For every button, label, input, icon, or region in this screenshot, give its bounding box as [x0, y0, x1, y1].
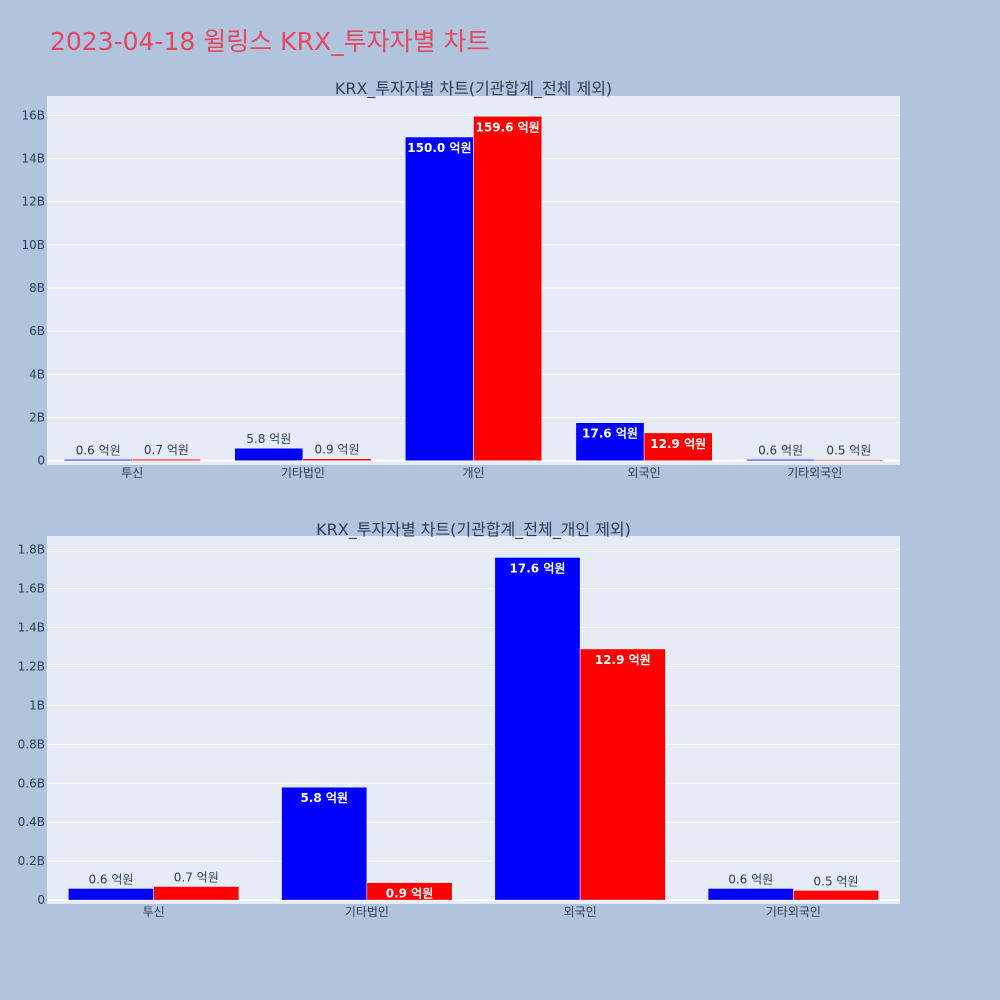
y-tick-label: 14B [21, 152, 45, 166]
bar [643, 432, 713, 461]
bar [707, 888, 794, 901]
data-label: 12.9 억원 [650, 437, 706, 451]
y-tick-label: 4B [29, 367, 45, 381]
bar [793, 890, 879, 901]
bar [153, 886, 240, 901]
data-label: 0.6 억원 [88, 872, 133, 886]
x-tick-label: 투신 [121, 466, 143, 480]
y-tick-label: 0 [37, 454, 45, 468]
data-label: 0.5 억원 [814, 874, 859, 888]
data-label: 12.9 억원 [595, 653, 651, 667]
chart-title: KRX_투자자별 차트(기관합계_전체 제외) [335, 79, 612, 99]
page-title: 2023-04-18 윌링스 KRX_투자자별 차트 [50, 27, 490, 56]
y-tick-label: 10B [21, 238, 45, 252]
y-tick-label: 16B [21, 108, 45, 122]
bar [579, 648, 666, 901]
bar [68, 888, 154, 901]
data-label: 159.6 억원 [476, 120, 540, 134]
bar [281, 786, 368, 901]
y-tick-label: 1.2B [18, 659, 45, 673]
x-tick-label: 기타외국인 [766, 905, 821, 919]
y-tick-label: 8B [29, 281, 45, 295]
data-label: 17.6 억원 [510, 561, 566, 575]
bar [405, 136, 474, 461]
y-tick-label: 0 [37, 893, 45, 907]
x-tick-label: 기타법인 [345, 905, 389, 919]
y-tick-label: 0.4B [18, 815, 45, 829]
bar [814, 459, 884, 461]
y-tick-label: 1.6B [18, 582, 45, 596]
y-tick-label: 0.8B [18, 737, 45, 751]
data-label: 0.7 억원 [174, 870, 219, 884]
data-label: 0.7 억원 [144, 443, 189, 457]
x-tick-label: 외국인 [628, 466, 661, 480]
data-label: 5.8 억원 [300, 791, 348, 805]
x-tick-label: 개인 [462, 466, 484, 480]
y-tick-label: 6B [29, 324, 45, 338]
data-label: 17.6 억원 [582, 427, 638, 441]
y-tick-label: 2B [29, 411, 45, 425]
x-tick-label: 기타법인 [281, 466, 325, 480]
chart-top: 0 2B 4B 6B 8B 10B 12B 14B 16B KRX_투자자별 차트(기관합계_전체… [21, 79, 900, 480]
bar [132, 458, 201, 461]
data-label: 0.9 억원 [315, 443, 360, 457]
y-tick-label: 1B [29, 698, 45, 712]
data-label: 5.8 억원 [246, 432, 291, 446]
bar [473, 116, 542, 461]
chart-title: KRX_투자자별 차트(기관합계_전체_개인 제외) [316, 520, 631, 540]
data-label: 0.5 억원 [826, 444, 871, 458]
data-label: 0.6 억원 [758, 443, 803, 457]
y-tick-label: 0.2B [18, 854, 45, 868]
data-label: 0.6 억원 [76, 443, 121, 457]
y-tick-label: 0.6B [18, 776, 45, 790]
data-label: 150.0 억원 [407, 141, 471, 155]
data-label: 0.6 억원 [728, 872, 773, 886]
bar [575, 422, 645, 461]
plot-area [47, 536, 900, 904]
bar [234, 447, 304, 461]
x-tick-label: 외국인 [564, 905, 597, 919]
y-tick-label: 1.4B [18, 621, 45, 635]
y-tick-label: 12B [21, 195, 45, 209]
x-tick-label: 투신 [143, 905, 165, 919]
data-label: 0.9 억원 [386, 887, 434, 901]
bar [302, 458, 372, 461]
bar [494, 557, 581, 901]
y-tick-label: 1.8B [18, 543, 45, 557]
x-tick-label: 기타외국인 [787, 466, 842, 480]
bar [366, 882, 453, 901]
